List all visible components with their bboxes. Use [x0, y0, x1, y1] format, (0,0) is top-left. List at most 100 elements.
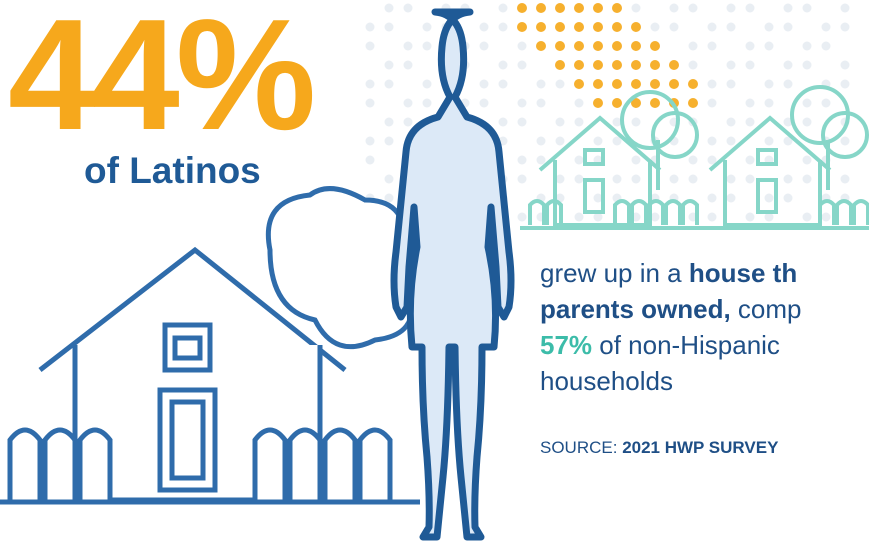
dot	[593, 41, 603, 51]
dot	[574, 212, 584, 222]
dot	[707, 41, 717, 51]
dot	[422, 22, 432, 32]
dot	[365, 22, 375, 32]
headline-stat: 44%	[8, 0, 316, 163]
dot	[726, 117, 736, 127]
dot	[365, 79, 375, 89]
dot	[403, 117, 413, 127]
dot	[517, 3, 527, 13]
comparison-stat: 57%	[540, 330, 593, 360]
dot	[650, 60, 660, 70]
dot	[669, 22, 679, 32]
dot	[384, 174, 394, 184]
dot	[593, 79, 603, 89]
dot	[764, 193, 774, 203]
dot	[631, 22, 641, 32]
dot	[669, 3, 679, 13]
dot	[802, 212, 812, 222]
dot	[631, 155, 641, 165]
dot	[574, 3, 584, 13]
dot	[688, 98, 698, 108]
dot	[802, 174, 812, 184]
dot	[707, 98, 717, 108]
dot	[612, 117, 622, 127]
dot	[593, 60, 603, 70]
dot	[612, 41, 622, 51]
dot	[612, 98, 622, 108]
dot	[840, 136, 850, 146]
dot	[726, 174, 736, 184]
dot	[517, 22, 527, 32]
dot	[802, 155, 812, 165]
dot	[764, 41, 774, 51]
dot	[669, 79, 679, 89]
body-line: parents owned, comp	[540, 294, 802, 325]
dot	[726, 136, 736, 146]
dot	[745, 155, 755, 165]
dot	[574, 60, 584, 70]
dot	[612, 60, 622, 70]
dot	[574, 117, 584, 127]
dot	[802, 3, 812, 13]
dot	[783, 22, 793, 32]
dot	[574, 98, 584, 108]
dot	[821, 22, 831, 32]
dot	[536, 41, 546, 51]
dot	[555, 22, 565, 32]
dot	[498, 22, 508, 32]
dot	[821, 41, 831, 51]
dot	[650, 79, 660, 89]
dot	[783, 3, 793, 13]
dot	[650, 212, 660, 222]
text: grew up in a	[540, 258, 689, 288]
dot	[498, 60, 508, 70]
dot	[726, 79, 736, 89]
dot	[707, 212, 717, 222]
dot	[802, 117, 812, 127]
dot	[593, 136, 603, 146]
dot	[764, 136, 774, 146]
dot	[802, 41, 812, 51]
dot	[517, 41, 527, 51]
dot	[650, 22, 660, 32]
dot	[555, 136, 565, 146]
dot	[593, 22, 603, 32]
dot	[631, 98, 641, 108]
dot	[764, 98, 774, 108]
dot	[555, 79, 565, 89]
dot	[650, 41, 660, 51]
dot	[631, 41, 641, 51]
dot	[783, 193, 793, 203]
headline-label: of Latinos	[84, 150, 261, 191]
dot	[745, 174, 755, 184]
dot	[688, 60, 698, 70]
dot	[631, 3, 641, 13]
dot	[536, 136, 546, 146]
dot	[555, 60, 565, 70]
dot	[707, 193, 717, 203]
dot	[517, 155, 527, 165]
dot	[688, 155, 698, 165]
dot	[840, 60, 850, 70]
dot	[517, 60, 527, 70]
dot	[688, 3, 698, 13]
dot	[764, 212, 774, 222]
dot	[384, 117, 394, 127]
dot	[631, 117, 641, 127]
dot	[669, 174, 679, 184]
dot	[384, 60, 394, 70]
small-houses	[520, 85, 869, 230]
dot	[384, 136, 394, 146]
dot	[422, 41, 432, 51]
dot	[650, 98, 660, 108]
dot	[745, 3, 755, 13]
big-house	[0, 186, 422, 505]
dot	[422, 79, 432, 89]
dot	[555, 117, 565, 127]
dot	[688, 41, 698, 51]
dot	[612, 3, 622, 13]
dot	[574, 22, 584, 32]
dot	[593, 212, 603, 222]
